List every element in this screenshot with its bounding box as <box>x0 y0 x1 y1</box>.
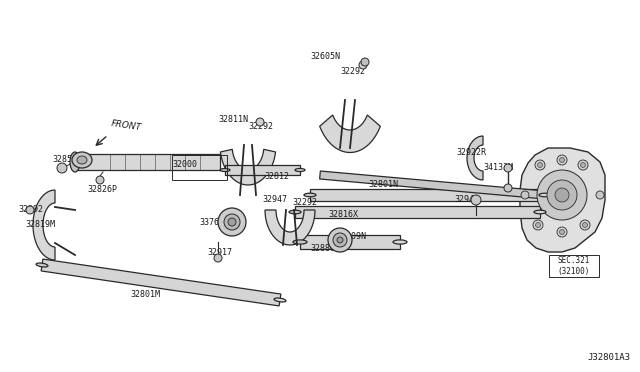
Ellipse shape <box>77 156 87 164</box>
Text: 32801N: 32801N <box>368 180 398 189</box>
Text: 33761M: 33761M <box>199 218 229 227</box>
Circle shape <box>580 220 590 230</box>
Ellipse shape <box>72 152 92 168</box>
Text: 32812: 32812 <box>264 172 289 181</box>
Circle shape <box>555 188 569 202</box>
Text: 32801M: 32801M <box>130 290 160 299</box>
Polygon shape <box>520 148 605 252</box>
Text: 32946: 32946 <box>454 195 479 204</box>
Text: 32609N: 32609N <box>336 232 366 241</box>
Ellipse shape <box>304 193 316 197</box>
Bar <box>172 155 227 180</box>
Polygon shape <box>265 210 315 245</box>
Polygon shape <box>220 149 276 185</box>
Circle shape <box>538 163 543 167</box>
Text: 32819M: 32819M <box>25 220 55 229</box>
Ellipse shape <box>295 169 305 171</box>
Ellipse shape <box>274 298 286 302</box>
Text: 32947: 32947 <box>262 195 287 204</box>
Circle shape <box>26 206 34 214</box>
Text: FRONT: FRONT <box>110 119 141 132</box>
Circle shape <box>337 237 343 243</box>
Circle shape <box>224 214 240 230</box>
Circle shape <box>536 222 541 228</box>
Circle shape <box>57 163 67 173</box>
Text: 32292: 32292 <box>340 67 365 76</box>
Circle shape <box>228 218 236 226</box>
Polygon shape <box>75 154 220 170</box>
Polygon shape <box>320 115 380 153</box>
Text: 32292: 32292 <box>292 198 317 207</box>
Polygon shape <box>41 259 281 306</box>
Ellipse shape <box>393 240 407 244</box>
Circle shape <box>333 233 347 247</box>
Ellipse shape <box>539 193 551 197</box>
Polygon shape <box>467 136 483 180</box>
Circle shape <box>533 220 543 230</box>
Circle shape <box>582 222 588 228</box>
Circle shape <box>580 163 586 167</box>
Circle shape <box>328 228 352 252</box>
Ellipse shape <box>70 152 80 172</box>
Bar <box>549 255 599 277</box>
Polygon shape <box>300 235 400 249</box>
Circle shape <box>535 160 545 170</box>
Text: 32917: 32917 <box>207 248 232 257</box>
Text: J32801A3: J32801A3 <box>587 353 630 362</box>
Ellipse shape <box>293 240 307 244</box>
Circle shape <box>547 180 577 210</box>
Circle shape <box>361 58 369 66</box>
Text: 32000: 32000 <box>172 160 197 169</box>
Text: 34133M: 34133M <box>483 163 513 172</box>
Text: 32292: 32292 <box>248 122 273 131</box>
Ellipse shape <box>220 169 230 171</box>
Polygon shape <box>33 190 55 260</box>
Circle shape <box>559 157 564 163</box>
Circle shape <box>504 184 512 192</box>
Circle shape <box>218 208 246 236</box>
Ellipse shape <box>36 263 48 267</box>
Text: 32816X: 32816X <box>328 210 358 219</box>
Circle shape <box>96 176 104 184</box>
Circle shape <box>521 191 529 199</box>
Polygon shape <box>225 165 300 175</box>
Ellipse shape <box>534 210 546 214</box>
Circle shape <box>537 170 587 220</box>
Polygon shape <box>295 206 540 218</box>
Circle shape <box>359 61 367 69</box>
Text: 32855: 32855 <box>52 155 77 164</box>
Polygon shape <box>310 189 545 201</box>
Circle shape <box>471 195 481 205</box>
Circle shape <box>559 230 564 234</box>
Circle shape <box>214 254 222 262</box>
Text: 32880: 32880 <box>310 244 335 253</box>
Text: 32826P: 32826P <box>87 185 117 194</box>
Ellipse shape <box>289 210 301 214</box>
Text: 32811N: 32811N <box>218 115 248 124</box>
Circle shape <box>557 155 567 165</box>
Circle shape <box>256 118 264 126</box>
Circle shape <box>596 191 604 199</box>
Circle shape <box>557 227 567 237</box>
Text: 32922R: 32922R <box>456 148 486 157</box>
Circle shape <box>578 160 588 170</box>
Text: 32605N: 32605N <box>310 52 340 61</box>
Text: SEC.321
(32100): SEC.321 (32100) <box>558 256 590 276</box>
Text: 32292: 32292 <box>18 205 43 214</box>
Polygon shape <box>319 171 545 199</box>
Circle shape <box>504 164 512 172</box>
